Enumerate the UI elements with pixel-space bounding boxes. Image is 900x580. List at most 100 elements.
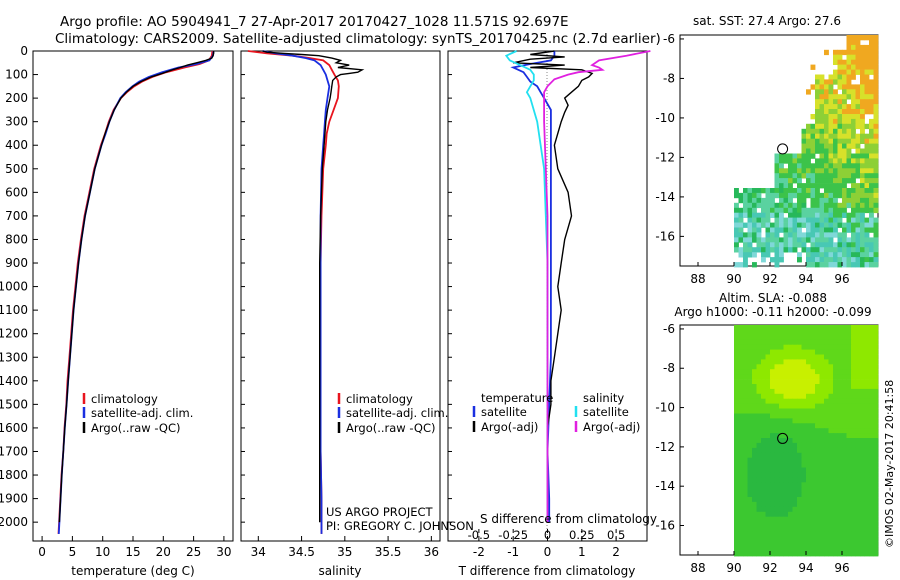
sst-cell xyxy=(743,262,748,268)
sla-cell xyxy=(855,423,861,429)
sla-cell xyxy=(797,511,802,518)
sla-cell xyxy=(797,359,802,365)
sla-cell xyxy=(842,329,847,336)
sla-cell xyxy=(828,325,834,331)
sla-cell xyxy=(752,408,757,414)
sla-cell xyxy=(873,428,879,434)
sst-cell xyxy=(846,104,852,110)
x-tick-label: 2 xyxy=(612,545,620,559)
sst-cell xyxy=(824,232,829,238)
sla-cell xyxy=(837,344,843,350)
sst-cell xyxy=(846,54,852,60)
sla-cell xyxy=(810,438,816,444)
sst-cell xyxy=(873,178,879,184)
sla-cell xyxy=(788,413,793,419)
sla-cell xyxy=(783,501,789,508)
sla-cell xyxy=(752,413,757,419)
sla-cell xyxy=(837,349,843,355)
sst-cell xyxy=(810,173,816,179)
sst-cell xyxy=(815,138,820,144)
sla-cell xyxy=(873,364,879,370)
sla-cell xyxy=(873,487,879,493)
sst-cell xyxy=(842,148,847,154)
sla-cell xyxy=(792,487,798,493)
sla-cell xyxy=(792,526,798,532)
sla-cell xyxy=(783,472,789,478)
sla-cell xyxy=(842,359,847,365)
sla-cell xyxy=(738,438,744,444)
sst-cell xyxy=(851,128,856,135)
sla-cell xyxy=(747,423,753,429)
sst-cell xyxy=(851,212,856,218)
sst-cell xyxy=(792,217,798,223)
sla-cell xyxy=(761,472,766,478)
sla-cell xyxy=(752,374,757,380)
sst-cell xyxy=(873,163,879,169)
sla-cell xyxy=(779,423,784,429)
sst-cell xyxy=(846,237,852,243)
sla-cell xyxy=(864,384,870,390)
sla-cell xyxy=(797,428,802,434)
sla-cell xyxy=(801,452,807,459)
sla-cell xyxy=(752,467,757,473)
sst-cell xyxy=(842,192,847,199)
sla-cell xyxy=(783,516,789,522)
sla-cell xyxy=(824,359,829,365)
argo-location-marker xyxy=(777,143,789,155)
sla-cell xyxy=(873,516,879,522)
sla-cell xyxy=(783,398,789,404)
sla-cell xyxy=(828,536,834,542)
legend-satellite-sal-label: satellite-adj. clim. xyxy=(346,406,448,420)
sla-cell xyxy=(788,344,793,350)
sst-cell xyxy=(833,192,838,199)
sst-cell xyxy=(837,173,843,179)
sla-cell xyxy=(855,442,861,449)
sla-cell xyxy=(860,447,865,454)
sst-cell xyxy=(873,207,879,214)
sst-cell xyxy=(851,99,856,105)
sla-cell xyxy=(828,364,834,370)
sla-cell xyxy=(837,477,843,483)
sla-cell xyxy=(860,536,865,542)
sla-cell xyxy=(810,442,816,449)
sla-cell xyxy=(797,482,802,488)
sla-cell xyxy=(819,497,825,503)
sst-cell xyxy=(873,232,879,238)
sla-cell xyxy=(761,388,766,395)
sst-cell xyxy=(864,143,870,149)
sst-cell xyxy=(860,217,865,223)
sla-cell xyxy=(801,506,807,513)
sla-cell xyxy=(770,447,775,454)
sst-cell xyxy=(819,197,825,204)
sst-cell xyxy=(788,168,793,174)
sla-cell xyxy=(788,531,793,537)
sla-cell xyxy=(837,467,843,473)
sla-cell xyxy=(855,393,861,400)
sla-cell xyxy=(851,467,856,473)
sst-cell xyxy=(842,163,847,169)
sla-cell xyxy=(873,423,879,429)
sla-cell xyxy=(743,349,748,355)
sla-cell xyxy=(815,325,820,331)
sla-cell xyxy=(824,497,829,503)
sla-cell xyxy=(846,379,852,385)
sst-cell xyxy=(779,178,784,184)
sla-cell xyxy=(783,423,789,429)
sla-cell xyxy=(810,541,816,547)
sst-cell xyxy=(783,173,789,179)
sla-cell xyxy=(738,492,744,498)
sst-cell xyxy=(860,148,865,154)
sla-cell xyxy=(783,462,789,468)
sst-cell xyxy=(837,242,843,248)
sla-cell xyxy=(869,334,874,341)
sla-cell xyxy=(842,438,847,444)
sst-cell xyxy=(873,247,879,253)
sla-cell xyxy=(828,393,834,400)
sla-cell xyxy=(824,447,829,454)
sla-cell xyxy=(765,359,771,365)
sst-cell xyxy=(774,183,780,189)
sla-cell xyxy=(738,423,744,429)
sla-cell xyxy=(819,393,825,400)
sla-cell xyxy=(855,492,861,498)
sst-cell xyxy=(810,138,816,144)
